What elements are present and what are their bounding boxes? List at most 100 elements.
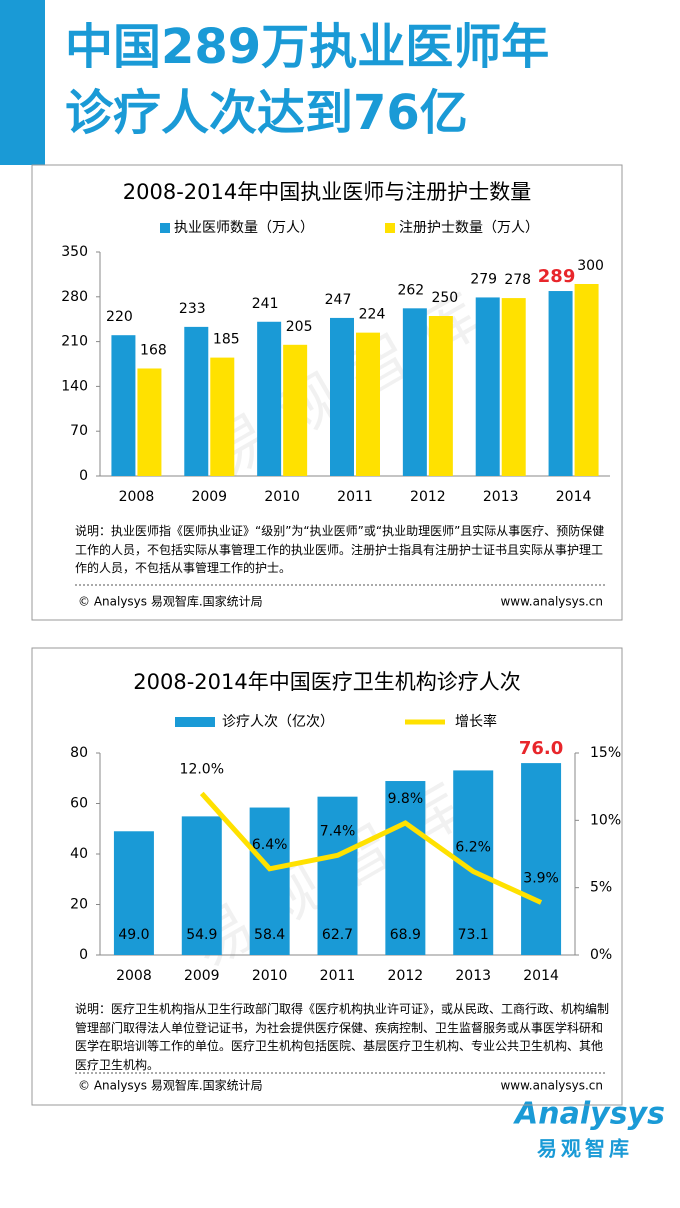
value-label: 205 bbox=[286, 319, 313, 335]
bar bbox=[402, 308, 427, 476]
value-label: 250 bbox=[431, 290, 458, 306]
bar bbox=[317, 796, 358, 955]
x-tick-label: 2009 bbox=[191, 489, 227, 505]
bar bbox=[428, 316, 453, 476]
y2-tick-label: 10% bbox=[590, 812, 621, 828]
y-tick-label: 0 bbox=[79, 468, 88, 484]
legend-swatch bbox=[160, 223, 170, 233]
header-title: 诊疗人次达到76亿 bbox=[65, 85, 468, 141]
x-tick-label: 2010 bbox=[252, 968, 288, 984]
legend-swatch bbox=[385, 223, 395, 233]
chart-note: 说明：执业医师指《医师执业证》“级别”为“执业医师”或“执业助理医师”且实际从事… bbox=[75, 524, 605, 575]
x-tick-label: 2012 bbox=[410, 489, 446, 505]
value-label: 54.9 bbox=[186, 927, 217, 943]
y-tick-label: 140 bbox=[61, 378, 88, 394]
value-label: 185 bbox=[213, 332, 240, 348]
logo-name: 易观智库 bbox=[537, 1137, 633, 1161]
legend-label: 增长率 bbox=[455, 713, 497, 730]
legend-label: 诊疗人次（亿次） bbox=[222, 714, 334, 730]
x-tick-label: 2011 bbox=[337, 489, 373, 505]
y-tick-label: 60 bbox=[70, 796, 88, 812]
line bbox=[199, 791, 543, 905]
y-tick-label: 20 bbox=[70, 897, 88, 913]
header-title: 中国289万执业医师年 bbox=[65, 19, 549, 75]
legend-label: 执业医师数量（万人） bbox=[174, 220, 314, 236]
chart-frame bbox=[31, 647, 623, 1106]
x-tick-label: 2009 bbox=[184, 968, 220, 984]
bar bbox=[356, 332, 380, 476]
line-label: 7.4% bbox=[320, 823, 356, 839]
value-label: 278 bbox=[504, 272, 531, 288]
bar bbox=[548, 291, 573, 476]
value-label: 76.0 bbox=[519, 738, 563, 759]
chart-frame bbox=[31, 164, 623, 621]
website: www.analysys.cn bbox=[500, 595, 603, 609]
value-label: 224 bbox=[359, 307, 386, 323]
header-bar bbox=[0, 0, 45, 165]
bar bbox=[521, 763, 562, 955]
bar bbox=[283, 344, 308, 476]
y-tick-label: 0 bbox=[79, 947, 88, 963]
legend-swatch bbox=[175, 717, 215, 727]
x-tick-label: 2011 bbox=[320, 968, 356, 984]
legend-label: 注册护士数量（万人） bbox=[399, 220, 539, 236]
value-label: 262 bbox=[397, 282, 424, 298]
chart-title: 2008-2014年中国医疗卫生机构诊疗人次 bbox=[133, 670, 520, 694]
y2-tick-label: 15% bbox=[590, 745, 621, 761]
y-tick-label: 350 bbox=[61, 244, 88, 260]
line-label: 12.0% bbox=[180, 761, 224, 777]
source: © Analysys 易观智库.国家统计局 bbox=[78, 1078, 263, 1093]
y-tick-label: 80 bbox=[70, 745, 88, 761]
bar bbox=[113, 831, 154, 955]
logo-brand: Analysys bbox=[513, 1097, 665, 1132]
source: © Analysys 易观智库.国家统计局 bbox=[78, 594, 263, 609]
x-tick-label: 2008 bbox=[119, 489, 155, 505]
y-tick-label: 210 bbox=[61, 334, 88, 350]
x-tick-label: 2014 bbox=[523, 968, 559, 984]
bar bbox=[181, 816, 222, 955]
y2-tick-label: 5% bbox=[590, 880, 612, 896]
website: www.analysys.cn bbox=[500, 1079, 603, 1093]
bar bbox=[574, 284, 599, 476]
bar bbox=[210, 357, 235, 476]
x-tick-label: 2014 bbox=[556, 489, 592, 505]
y-tick-label: 280 bbox=[61, 289, 88, 305]
line-label: 6.4% bbox=[252, 837, 288, 853]
bar bbox=[257, 321, 282, 476]
value-label: 73.1 bbox=[458, 927, 489, 943]
line-label: 6.2% bbox=[455, 840, 491, 856]
chart-note: 说明：医疗卫生机构指从卫生行政部门取得《医疗机构执业许可证》，或从民政、工商行政… bbox=[75, 1002, 610, 1072]
value-label: 233 bbox=[179, 301, 206, 317]
value-label: 300 bbox=[577, 258, 604, 274]
y-tick-label: 40 bbox=[70, 846, 88, 862]
bar bbox=[111, 335, 136, 476]
value-label: 220 bbox=[106, 309, 133, 325]
value-label: 58.4 bbox=[254, 927, 285, 943]
value-label: 68.9 bbox=[390, 927, 421, 943]
x-tick-label: 2008 bbox=[116, 968, 152, 984]
y2-tick-label: 0% bbox=[590, 947, 612, 963]
bar bbox=[330, 317, 354, 476]
y-tick-label: 70 bbox=[70, 423, 88, 439]
bar bbox=[249, 807, 290, 955]
line-label: 3.9% bbox=[523, 870, 559, 886]
line-label: 9.8% bbox=[388, 791, 424, 807]
bar bbox=[184, 326, 209, 476]
bar bbox=[385, 781, 426, 955]
bar bbox=[475, 297, 500, 476]
value-label: 289 bbox=[538, 266, 576, 287]
value-label: 49.0 bbox=[118, 927, 149, 943]
chart-title: 2008-2014年中国执业医师与注册护士数量 bbox=[123, 180, 531, 204]
value-label: 279 bbox=[470, 271, 497, 287]
bar bbox=[137, 368, 162, 476]
x-tick-label: 2012 bbox=[388, 968, 424, 984]
bar bbox=[501, 298, 526, 476]
value-label: 241 bbox=[252, 296, 279, 312]
x-tick-label: 2013 bbox=[455, 968, 491, 984]
x-tick-label: 2010 bbox=[264, 489, 300, 505]
value-label: 247 bbox=[325, 292, 352, 308]
value-label: 168 bbox=[140, 342, 167, 358]
value-label: 62.7 bbox=[322, 927, 353, 943]
x-tick-label: 2013 bbox=[483, 489, 519, 505]
